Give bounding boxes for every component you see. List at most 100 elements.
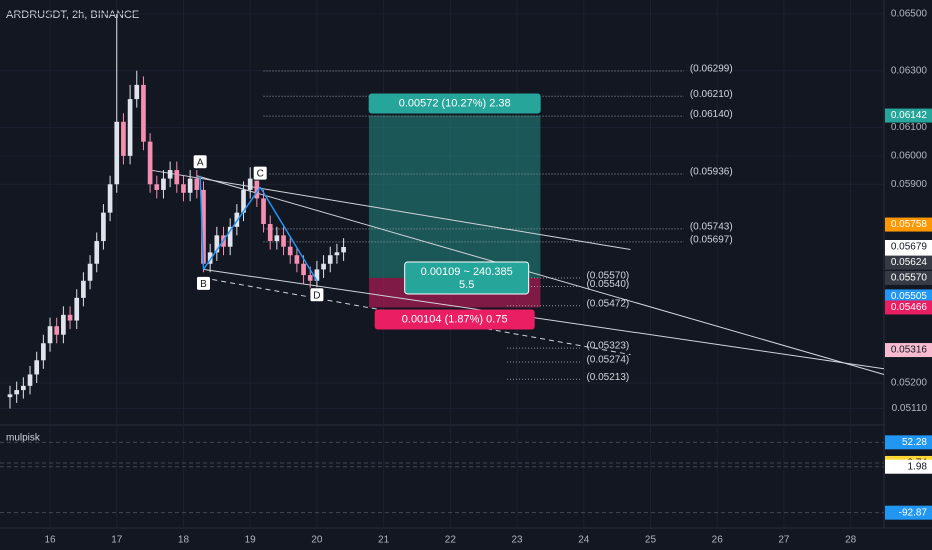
candle-body [194,178,200,190]
price-label-box [885,343,932,358]
candle-body [227,226,233,247]
price-label: 0.05758 [891,219,928,230]
y-tick-label: 0.06000 [891,151,928,162]
candle-body [67,314,73,321]
fib-label: (0.05274) [586,355,629,366]
trend-line [150,169,631,251]
price-label: 0.05624 [891,257,928,268]
x-tick-label: 27 [778,535,790,546]
y-tick-label: 0.05200 [891,378,928,389]
candle-body [141,84,146,142]
x-tick-label: 21 [378,535,390,546]
pattern-leg [202,186,261,270]
candle-body [267,223,273,242]
entry-sub-label: 5.5 [459,279,474,291]
candle-body [334,252,340,256]
candle-body [167,170,173,179]
oscillator-label-box [885,505,932,520]
trend-line [196,175,885,375]
target-zone [368,115,541,278]
y-tick-label: 0.05110 [892,403,928,414]
x-tick-label: 26 [712,535,724,546]
oscillator-label: 1.98 [908,461,928,472]
oscillator-label-box [885,435,932,450]
stop-label-box [374,309,535,330]
candle-body [287,246,293,256]
candle-body [174,170,180,185]
x-tick-label: 20 [311,535,323,546]
x-tick-label: 16 [44,535,56,546]
candle-body [147,141,153,185]
y-tick-label: 0.06300 [891,65,928,76]
fib-label: (0.05472) [586,298,629,309]
price-label: 0.06142 [891,110,928,121]
pattern-point-label: C [257,169,264,180]
price-label: 0.05679 [891,242,928,253]
candle-body [61,314,66,335]
candle-body [34,360,40,375]
x-tick-label: 28 [845,535,857,546]
candle-body [301,263,306,276]
candle-body [281,235,286,247]
candle-body [161,178,166,190]
candle-body [7,394,13,398]
candle-body [341,246,346,253]
fib-label: (0.06299) [690,64,733,75]
fib-label: (0.05936) [690,167,733,178]
fib-label: (0.05323) [586,341,629,352]
price-label-box [885,270,932,285]
pattern-point-label: A [197,157,204,168]
candle-body [254,178,260,199]
x-tick-label: 25 [645,535,657,546]
candle-body [294,255,300,264]
candle-body [201,189,206,264]
target-label: 0.00572 (10.27%) 2.38 [399,97,511,109]
x-tick-label: 19 [245,535,257,546]
price-label-box [885,300,932,315]
price-label: 0.05316 [891,345,928,356]
candle-body [74,297,80,321]
target-label-box [368,93,541,114]
oscillator-title: mulpisk [6,433,41,444]
candle-body [314,269,320,281]
x-tick-label: 17 [111,535,123,546]
candle-body [134,84,140,100]
oscillator-label-box [885,459,932,474]
y-tick-label: 0.06500 [891,9,928,20]
candle-body [54,326,60,335]
stop-label: 0.00104 (1.87%) 0.75 [402,313,508,325]
candle-body [101,212,106,242]
candle-body [187,178,193,193]
candle-body [107,184,113,213]
price-label: 0.05570 [891,273,928,284]
candle-body [321,263,326,270]
candle-body [181,184,186,193]
candle-body [21,385,26,391]
chart-title: ARDRUSDT, 2h, BINANCE [6,9,139,21]
candle-body [41,343,46,361]
price-label-box [885,255,932,270]
price-label: 0.05466 [891,302,928,313]
fib-label: (0.05743) [690,221,733,232]
fib-label: (0.06140) [690,109,733,120]
fib-label: (0.05697) [690,235,733,246]
pattern-point-box [309,287,325,303]
oscillator-label: -92.87 [899,507,928,518]
entry-label: 0.00109 ~ 240.385 [421,266,513,278]
x-tick-label: 24 [578,535,590,546]
candle-body [14,390,20,395]
price-label-box [885,289,932,304]
pattern-point-box [192,154,208,170]
pattern-leg [199,175,205,270]
candle-body [94,241,100,264]
pattern-point-box [195,275,211,291]
x-tick-label: 22 [445,535,457,546]
price-label-box [885,239,932,254]
price-label-box [885,108,932,123]
candle-body [307,275,313,281]
price-label-box [885,217,932,232]
x-tick-label: 23 [511,535,523,546]
candle-body [274,235,280,242]
candle-body [207,252,213,264]
